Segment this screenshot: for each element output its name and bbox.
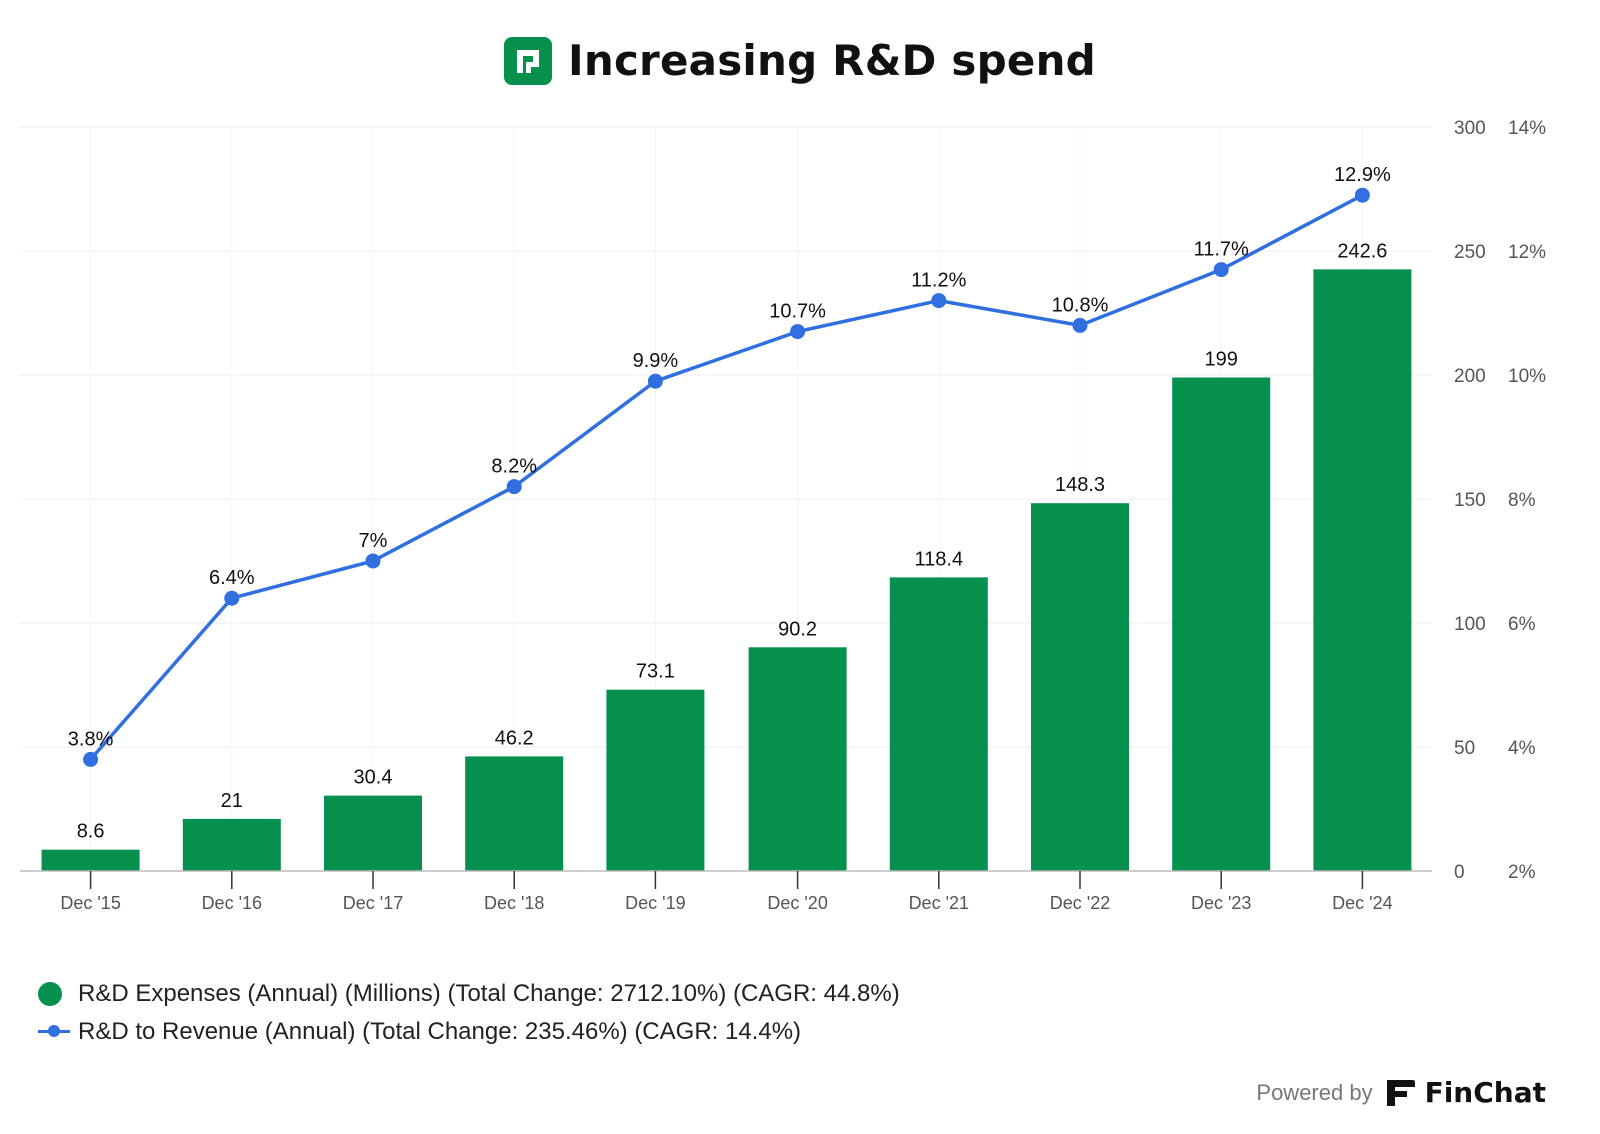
line-value-label: 3.8%: [68, 728, 114, 750]
y-left-tick-label: 150: [1454, 490, 1486, 511]
bar-value-label: 8.6: [77, 821, 105, 843]
legend-item-rd-to-revenue[interactable]: R&D to Revenue (Annual) (Total Change: 2…: [38, 1013, 900, 1051]
x-tick-label: Dec '24: [1332, 893, 1392, 913]
finchat-logo-icon: [1386, 1079, 1415, 1106]
bar: [606, 689, 705, 871]
line-point: [931, 293, 947, 309]
legend-bar-marker: [38, 982, 62, 1006]
line-point: [365, 553, 381, 569]
bar: [748, 647, 847, 871]
y-left-tick-label: 100: [1454, 614, 1486, 635]
line-point: [790, 324, 806, 340]
bar: [465, 756, 564, 871]
company-logo-icon: [504, 36, 553, 85]
chart-legend: R&D Expenses (Annual) (Millions) (Total …: [38, 975, 900, 1051]
legend-label-rd-expenses: R&D Expenses (Annual) (Millions) (Total …: [78, 980, 900, 1007]
y-left-tick-label: 300: [1454, 118, 1486, 139]
x-tick-label: Dec '20: [767, 893, 827, 913]
y-right-tick-label: 8%: [1508, 490, 1536, 511]
y-left-tick-label: 50: [1454, 738, 1475, 759]
line-value-label: 9.9%: [633, 350, 679, 372]
bar: [182, 818, 281, 871]
x-tick-label: Dec '19: [625, 893, 685, 913]
bar-value-label: 21: [221, 790, 243, 812]
x-tick-label: Dec '22: [1050, 893, 1110, 913]
y-right-tick-label: 14%: [1508, 118, 1546, 139]
x-tick-label: Dec '18: [484, 893, 544, 913]
bar: [889, 577, 988, 871]
chart-header: Increasing R&D spend: [0, 36, 1600, 85]
legend-label-rd-to-revenue: R&D to Revenue (Annual) (Total Change: 2…: [78, 1018, 802, 1045]
line-point: [1072, 317, 1088, 333]
bar: [1031, 503, 1129, 871]
bar-value-label: 73.1: [636, 661, 675, 683]
powered-by-text: Powered by: [1256, 1079, 1373, 1105]
bar-value-label: 30.4: [354, 767, 393, 789]
line-value-label: 10.7%: [769, 301, 826, 323]
bar-value-label: 199: [1205, 348, 1238, 370]
x-tick-label: Dec '16: [202, 893, 262, 913]
y-right-tick-label: 6%: [1508, 614, 1536, 635]
bar: [41, 849, 140, 871]
bar-value-label: 242.6: [1337, 240, 1387, 262]
bar-value-label: 46.2: [495, 727, 534, 749]
bar-value-label: 148.3: [1055, 474, 1105, 496]
y-right-tick-label: 12%: [1508, 242, 1546, 263]
legend-item-rd-expenses[interactable]: R&D Expenses (Annual) (Millions) (Total …: [38, 975, 900, 1013]
footer: Powered by FinChat: [1256, 1076, 1546, 1109]
line-value-label: 11.2%: [911, 270, 966, 292]
bar-value-label: 90.2: [778, 618, 817, 640]
y-right-tick-label: 10%: [1508, 366, 1546, 387]
line-value-label: 6.4%: [209, 567, 255, 589]
line-value-label: 7%: [359, 530, 388, 552]
y-right-tick-label: 2%: [1508, 862, 1536, 883]
brand-name: FinChat: [1424, 1076, 1546, 1109]
line-series-path: [89, 193, 1364, 761]
chart-plot: 8.6 21 30.4 46.2 73.1 90.2 118.4 148.3 199 242.6 D…: [20, 118, 1546, 913]
x-tick-label: Dec '23: [1191, 893, 1251, 913]
legend-line-marker: [38, 1020, 70, 1044]
line-point: [83, 751, 99, 767]
y-left-tick-label: 200: [1454, 366, 1486, 387]
line-point: [224, 590, 240, 606]
line-point: [1213, 262, 1229, 278]
line-point: [647, 373, 663, 389]
x-tick-label: Dec '15: [60, 893, 120, 913]
line-value-label: 10.8%: [1052, 294, 1109, 316]
y-left-tick-label: 0: [1454, 862, 1465, 883]
x-tick-label: Dec '17: [343, 893, 403, 913]
x-tick-label: Dec '21: [909, 893, 969, 913]
line-value-label: 12.9%: [1334, 164, 1391, 186]
line-point: [506, 479, 522, 495]
bar: [1172, 377, 1271, 871]
y-right-tick-label: 4%: [1508, 738, 1536, 759]
bar: [1313, 269, 1412, 871]
finchat-brand[interactable]: FinChat: [1385, 1076, 1546, 1109]
line-value-label: 8.2%: [491, 456, 537, 478]
bar-value-label: 118.4: [915, 548, 964, 570]
line-value-label: 11.7%: [1194, 239, 1249, 261]
y-left-tick-label: 250: [1454, 242, 1486, 263]
line-point: [1354, 187, 1370, 203]
bar: [324, 795, 422, 871]
chart-title: Increasing R&D spend: [568, 36, 1096, 85]
